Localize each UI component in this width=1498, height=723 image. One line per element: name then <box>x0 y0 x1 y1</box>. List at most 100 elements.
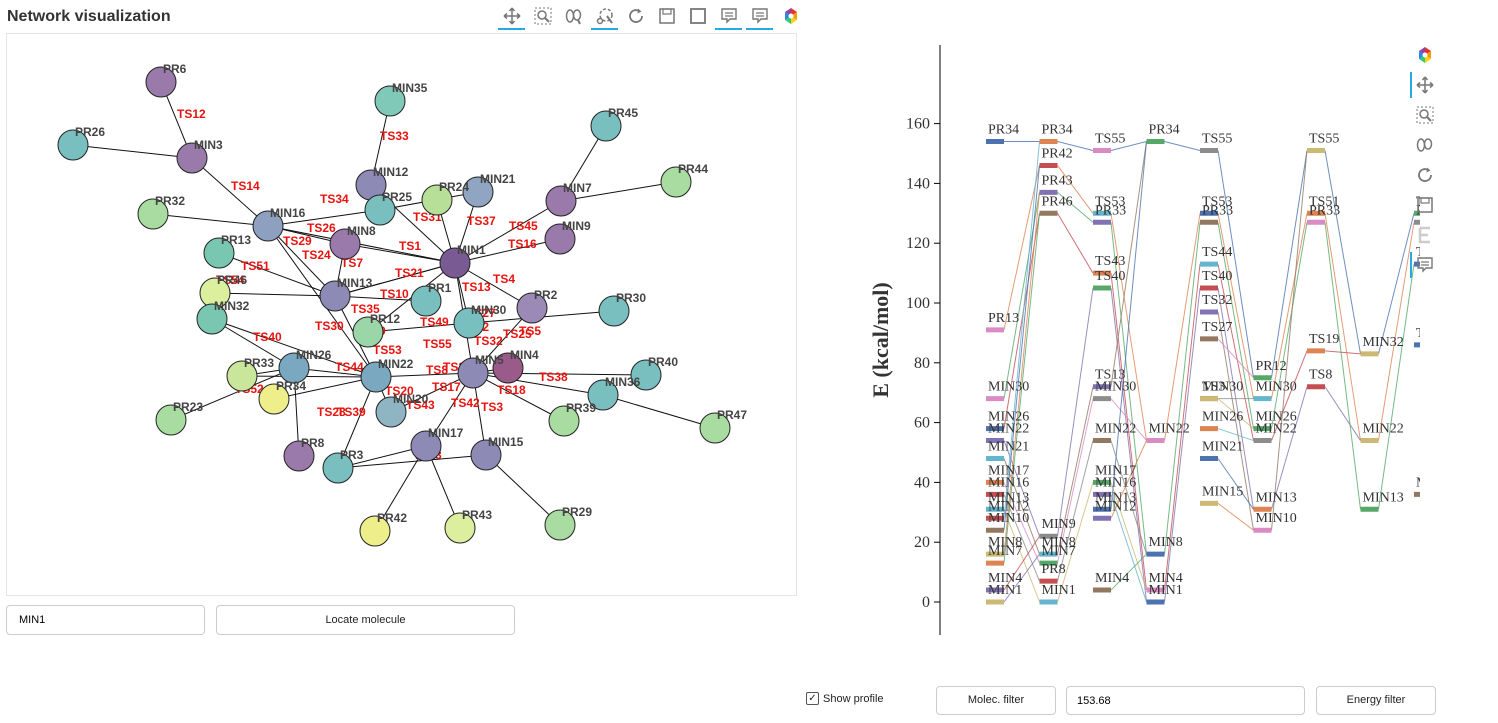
network-node[interactable] <box>57 129 89 161</box>
pan-icon[interactable] <box>496 3 527 30</box>
edge-label: TS24 <box>302 248 331 262</box>
network-node[interactable] <box>630 359 662 391</box>
network-node[interactable] <box>457 357 489 389</box>
network-node[interactable] <box>196 303 228 335</box>
node-label: PR12 <box>370 312 400 326</box>
network-node[interactable] <box>587 379 619 411</box>
energy-level-label: MIN13 <box>1363 490 1404 505</box>
network-node[interactable] <box>492 352 524 384</box>
energy-level-label: PR33 <box>1202 203 1233 218</box>
energy-level-label: MIN16 <box>1095 475 1136 490</box>
bokeh-logo-icon[interactable] <box>775 3 806 29</box>
lasso-icon[interactable] <box>589 3 620 30</box>
network-node[interactable] <box>329 228 361 260</box>
energy-filter-button[interactable]: Energy filter <box>1316 686 1436 715</box>
energy-level-label: TS55 <box>1309 132 1339 147</box>
network-toolbar <box>496 3 806 31</box>
bokeh-logo-icon[interactable] <box>1410 40 1440 70</box>
locate-molecule-button[interactable]: Locate molecule <box>216 605 515 635</box>
edge-label: TS8 <box>426 363 448 377</box>
network-node[interactable] <box>283 440 315 472</box>
network-node[interactable] <box>374 85 406 117</box>
network-node[interactable] <box>364 194 396 226</box>
edge-label: TS35 <box>351 302 380 316</box>
network-node[interactable] <box>375 396 407 428</box>
pathway-line <box>1271 150 1308 378</box>
checkbox-box[interactable]: ✓ <box>806 692 819 705</box>
network-node[interactable] <box>137 198 169 230</box>
energy-level-label: MIN30 <box>1256 380 1297 395</box>
network-node[interactable] <box>544 223 576 255</box>
network-node[interactable] <box>421 184 453 216</box>
network-node[interactable] <box>176 142 208 174</box>
network-plot[interactable]: TS12 TS33 TS14 TS34 TS31 TS37 TS45 TS26 TS29 TS24… <box>6 33 797 596</box>
reset-icon[interactable] <box>1410 160 1440 190</box>
hover-icon[interactable] <box>713 3 744 30</box>
pathway-line <box>1057 482 1094 603</box>
network-node[interactable] <box>470 439 502 471</box>
energy-value-input[interactable] <box>1066 686 1305 715</box>
network-node[interactable] <box>548 405 580 437</box>
network-node[interactable] <box>155 404 187 436</box>
edge-label: TS53 <box>373 343 402 357</box>
energy-level-label: MIN32 <box>1363 335 1404 350</box>
network-node[interactable] <box>352 316 384 348</box>
network-node[interactable] <box>319 280 351 312</box>
network-node[interactable] <box>322 452 354 484</box>
node-label: MIN22 <box>378 357 414 371</box>
network-node[interactable] <box>598 295 630 327</box>
network-node[interactable] <box>439 247 471 279</box>
network-node[interactable] <box>444 512 476 544</box>
reset-icon[interactable] <box>620 3 651 29</box>
network-node[interactable] <box>360 361 392 393</box>
energy-level-label: PR46 <box>1042 194 1073 209</box>
box-zoom-icon[interactable] <box>1410 100 1440 130</box>
network-node[interactable] <box>145 66 177 98</box>
pathway-line <box>1217 458 1254 510</box>
network-node[interactable] <box>590 110 622 142</box>
energy-level-label: MIN22 <box>1149 422 1190 437</box>
y-tick-label: 120 <box>906 235 930 252</box>
network-node[interactable] <box>410 430 442 462</box>
box-zoom-icon[interactable] <box>527 3 558 29</box>
energy-level-label: TS51 <box>1309 194 1339 209</box>
pan-icon[interactable] <box>1410 70 1440 100</box>
network-node[interactable] <box>699 412 731 444</box>
network-node[interactable] <box>359 515 391 547</box>
y-tick-label: 0 <box>922 594 930 611</box>
wheel-zoom-icon[interactable] <box>558 3 589 29</box>
network-node[interactable] <box>226 360 258 392</box>
hover2-icon[interactable] <box>744 3 775 30</box>
network-node[interactable] <box>516 292 548 324</box>
energy-level-label: MIN4 <box>1149 571 1183 586</box>
energy-level-label: MIN10 <box>1256 511 1297 526</box>
edge-label: TS10 <box>380 287 409 301</box>
box-select-icon[interactable] <box>682 3 713 29</box>
energy-level-label: MIN21 <box>1202 439 1243 454</box>
hover-icon[interactable] <box>1410 250 1440 280</box>
network-node[interactable] <box>545 185 577 217</box>
network-node[interactable] <box>258 383 290 415</box>
wheel-zoom-icon[interactable] <box>1410 130 1440 160</box>
text-e-icon[interactable] <box>1410 220 1440 250</box>
save-icon[interactable] <box>1410 190 1440 220</box>
network-node[interactable] <box>410 285 442 317</box>
network-node[interactable] <box>462 176 494 208</box>
molecule-search-input[interactable] <box>6 605 205 635</box>
energy-profile-plot[interactable]: 0 20 40 60 80 100 120 140 160 E (kcal/mol) PR34 PR3… <box>860 40 1420 660</box>
molec-filter-button[interactable]: Molec. filter <box>936 686 1056 715</box>
show-profile-checkbox[interactable]: ✓ Show profile <box>806 692 884 705</box>
energy-level-label: TS53 <box>1202 194 1232 209</box>
save-icon[interactable] <box>651 3 682 29</box>
network-node[interactable] <box>203 237 235 269</box>
energy-level-label: MIN15 <box>1202 484 1243 499</box>
network-node[interactable] <box>278 352 310 384</box>
pathway-line <box>1217 338 1254 379</box>
energy-level-label: MIN22 <box>1256 422 1297 437</box>
network-node[interactable] <box>544 509 576 541</box>
energy-level-label: TS40 <box>1202 269 1232 284</box>
network-node[interactable] <box>660 166 692 198</box>
network-node[interactable] <box>252 210 284 242</box>
network-node[interactable] <box>453 307 485 339</box>
